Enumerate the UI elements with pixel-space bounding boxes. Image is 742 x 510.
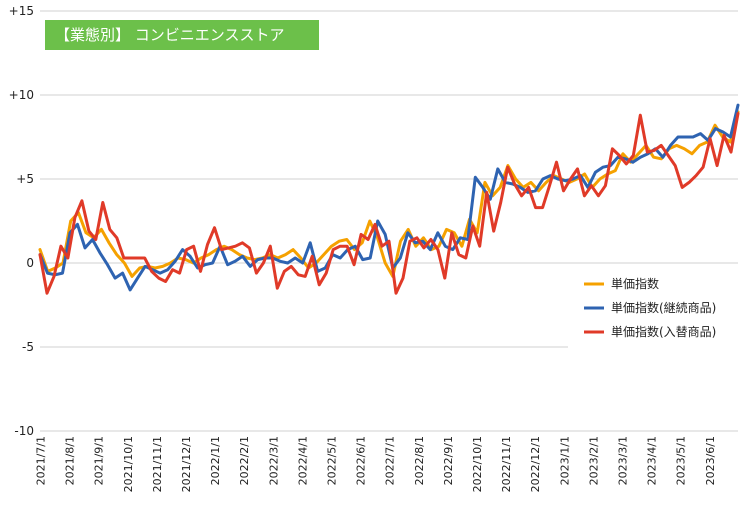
x-tick-label: 2021/7/1 [35,436,48,485]
x-tick-label: 2022/1/1 [209,436,222,485]
x-tick-label: 2021/12/1 [180,436,193,492]
x-tick-label: 2022/8/1 [413,436,426,485]
series-line-2 [38,103,740,292]
x-axis: 2021/7/1 2021/8/1 2021/9/1 2021/10/1 2021/11… [35,436,717,492]
x-tick-label: 2021/9/1 [93,436,106,485]
x-tick-label: 2022/7/1 [384,436,397,485]
x-tick-label: 2023/4/1 [646,436,659,485]
chart-title: 【業態別】 コンビニエンスストア [45,20,319,50]
x-tick-label: 2022/4/1 [296,436,309,485]
y-tick-label: 0 [26,256,34,270]
y-tick-label: -10 [14,424,34,438]
x-tick-label: 2022/3/1 [267,436,280,485]
series-lines [38,103,740,295]
y-axis: +15 +10 +5 0 -5 -10 [9,4,34,438]
x-tick-label: 2022/2/1 [238,436,251,485]
legend-label: 単価指数 [611,276,659,291]
x-tick-label: 2023/3/1 [617,436,630,485]
x-tick-label: 2023/1/1 [558,436,571,485]
x-tick-label: 2023/5/1 [675,436,688,485]
series-line-3 [38,112,740,295]
y-tick-label: +5 [16,172,34,186]
y-tick-label: +15 [9,4,34,18]
x-tick-label: 2023/6/1 [704,436,717,485]
legend-label: 単価指数(入替商品) [611,324,716,339]
x-tick-label: 2022/10/1 [471,436,484,492]
x-tick-label: 2021/10/1 [122,436,135,492]
grid [40,10,738,432]
legend-box [568,265,740,355]
x-tick-label: 2021/11/1 [151,436,164,492]
x-tick-label: 2022/11/1 [500,436,513,492]
x-tick-label: 2022/12/1 [529,436,542,492]
x-tick-label: 2022/5/1 [326,436,339,485]
x-tick-label: 2023/2/1 [587,436,600,485]
x-tick-label: 2022/6/1 [355,436,368,485]
x-tick-label: 2021/8/1 [64,436,77,485]
y-tick-label: +10 [9,88,34,102]
legend-label: 単価指数(継続商品) [611,300,716,315]
y-tick-label: -5 [22,340,34,354]
x-tick-label: 2022/9/1 [442,436,455,485]
